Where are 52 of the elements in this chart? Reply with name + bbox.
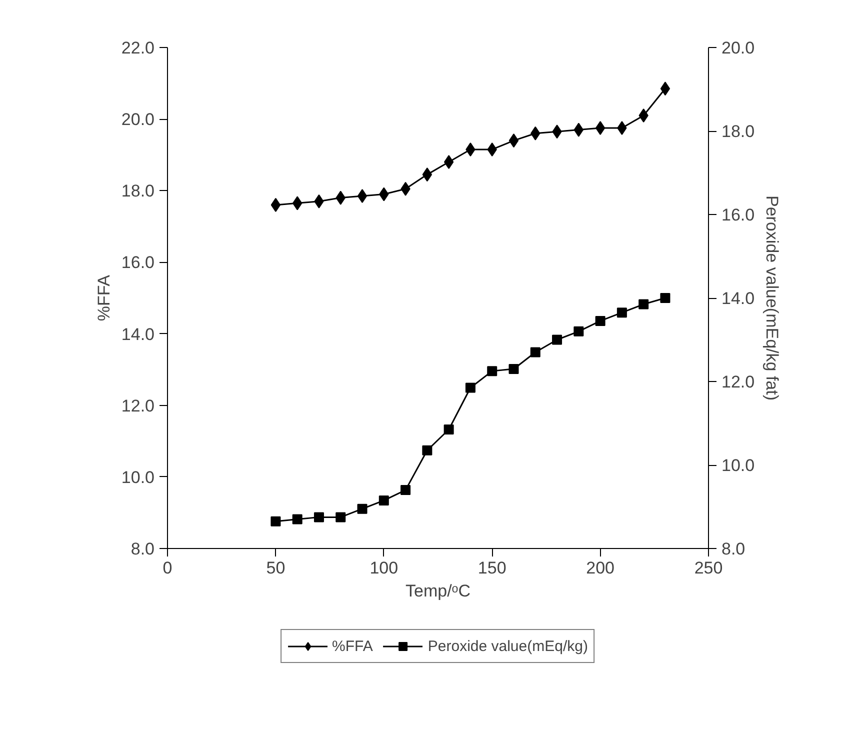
y-tick-label: 18.0 [121, 182, 155, 201]
point [552, 334, 562, 345]
point [465, 382, 476, 393]
point [400, 485, 411, 496]
y2-tick-label: 20.0 [722, 38, 755, 58]
y-tick-label: 22.0 [121, 38, 155, 58]
y-tick-label: 14.0 [121, 324, 155, 344]
point [270, 198, 281, 212]
x-tick-label: 0 [162, 558, 172, 578]
point [487, 366, 498, 376]
point [444, 155, 454, 170]
legend-label: %FFA [332, 638, 373, 654]
y2-axis-title: Peroxide value(mEq/kg fat) [762, 195, 782, 401]
point [422, 168, 432, 182]
point [314, 512, 324, 522]
point [357, 504, 368, 514]
point [508, 134, 519, 148]
point [660, 293, 670, 303]
x-tick-label: 200 [586, 558, 614, 578]
x-tick-label: 100 [370, 558, 398, 578]
y-tick-label: 20.0 [121, 110, 155, 130]
point [357, 189, 368, 204]
point [638, 299, 649, 310]
y2-tick-label: 8.0 [722, 540, 746, 558]
x-axis-title: Temp/ᵒC [406, 582, 471, 600]
point [508, 364, 519, 374]
point [595, 121, 606, 136]
legend-label: Peroxide value(mEq/kg) [428, 638, 588, 654]
point [574, 326, 584, 336]
point [422, 445, 432, 456]
y-tick-label: 10.0 [121, 468, 155, 487]
point [660, 82, 670, 96]
x-tick-label: 250 [694, 558, 723, 578]
y-tick-label: 8.0 [130, 540, 155, 558]
y-axis-title: %FFA [94, 274, 114, 322]
y2-tick-label: 18.0 [722, 122, 755, 141]
point [378, 495, 389, 506]
point [270, 516, 281, 526]
point [595, 316, 606, 326]
point [530, 347, 540, 358]
point [292, 514, 302, 524]
x-tick-label: 150 [478, 558, 506, 578]
point [336, 512, 346, 522]
point [444, 424, 454, 435]
x-tick-label: 50 [266, 558, 286, 578]
y-tick-label: 12.0 [121, 396, 155, 416]
y-tick-label: 16.0 [121, 253, 155, 272]
y2-tick-label: 14.0 [722, 289, 755, 308]
y2-tick-label: 16.0 [722, 206, 755, 224]
point [616, 308, 627, 318]
y2-tick-label: 12.0 [722, 372, 755, 392]
y2-tick-label: 10.0 [722, 456, 755, 475]
